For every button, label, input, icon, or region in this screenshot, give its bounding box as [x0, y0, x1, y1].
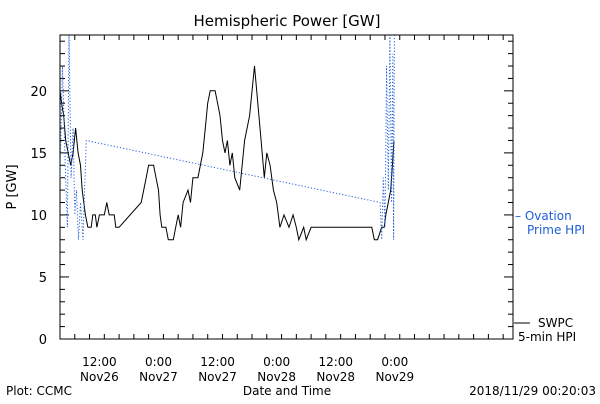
x-tick-label: 0:00	[145, 355, 172, 369]
x-axis-label: Date and Time	[243, 384, 331, 398]
y-axis-label: P [GW]	[5, 164, 20, 209]
x-tick-label: 0:00	[263, 355, 290, 369]
series-ovation-line	[59, 34, 395, 240]
legend-swpc-label-2: 5-min HPI	[518, 330, 576, 344]
x-tick-sublabel: Nov29	[375, 370, 414, 384]
y-tick-label: 15	[30, 147, 47, 162]
series-swpc-line	[59, 65, 395, 242]
legend-ovation-label: – Ovation	[515, 209, 572, 223]
x-axis: 12:00Nov260:00Nov2712:00Nov270:00Nov2812…	[59, 35, 504, 384]
chart-title: Hemispheric Power [GW]	[194, 12, 381, 30]
x-tick-label: 0:00	[381, 355, 408, 369]
x-tick-sublabel: Nov27	[139, 370, 178, 384]
x-tick-sublabel: Nov28	[316, 370, 355, 384]
x-tick-label: 12:00	[200, 355, 235, 369]
x-tick-sublabel: Nov27	[198, 370, 237, 384]
x-tick-label: 12:00	[82, 355, 117, 369]
y-tick-label: 10	[30, 209, 47, 224]
legend-ovation-label-2: Prime HPI	[527, 223, 585, 237]
legend-swpc-label: SWPC	[538, 316, 573, 330]
y-axis: 0 5 10 15 20	[30, 40, 513, 348]
y-tick-label: 20	[30, 85, 47, 100]
x-tick-sublabel: Nov28	[257, 370, 296, 384]
plot-frame	[59, 34, 514, 340]
y-tick-label: 0	[39, 333, 47, 348]
plot-credit: Plot: CCMC	[6, 384, 72, 398]
y-tick-label: 5	[39, 271, 47, 286]
x-tick-sublabel: Nov26	[80, 370, 119, 384]
x-tick-label: 12:00	[318, 355, 353, 369]
timestamp: 2018/11/29 00:20:03	[469, 384, 596, 398]
series-layer	[59, 34, 395, 242]
